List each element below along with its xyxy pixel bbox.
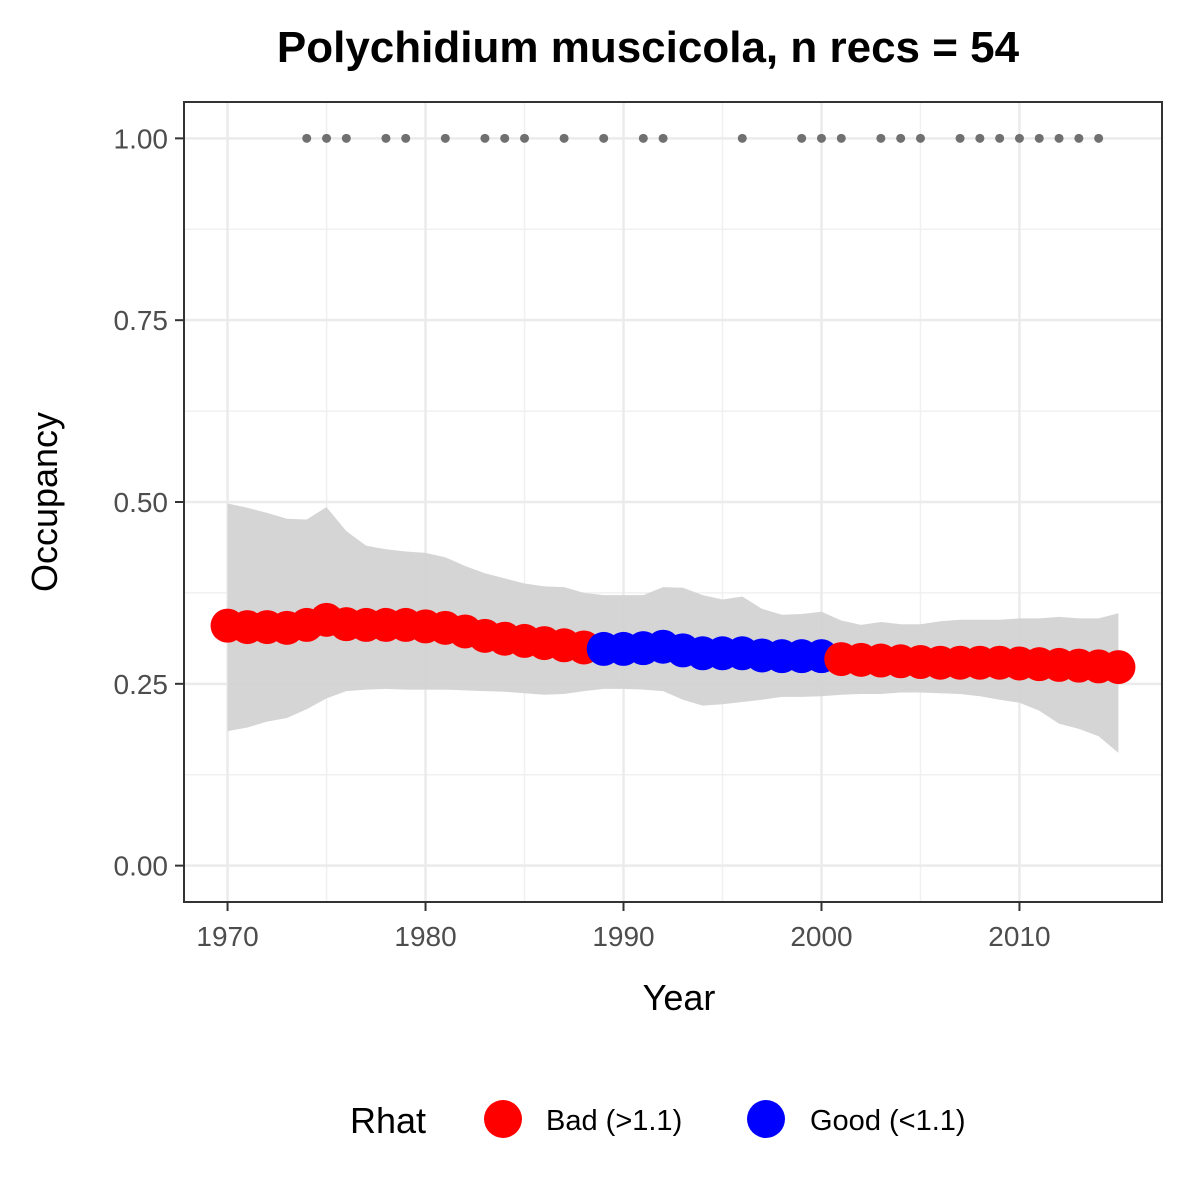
record-point	[341, 133, 351, 143]
legend-label-good: Good (<1.1)	[810, 1105, 966, 1137]
record-point	[1074, 133, 1084, 143]
record-point	[599, 133, 609, 143]
y-tick-label: 1.00	[114, 123, 169, 154]
x-tick-label: 1990	[592, 921, 654, 952]
x-tick-label: 1970	[196, 921, 258, 952]
y-tick-label: 0.50	[114, 487, 169, 518]
legend-swatch-bad	[484, 1100, 522, 1138]
record-point	[955, 133, 965, 143]
y-tick-label: 0.75	[114, 305, 169, 336]
record-point	[1054, 133, 1064, 143]
x-axis-title: Year	[643, 977, 716, 1018]
chart-title: Polychidium muscicola, n recs = 54	[277, 23, 1020, 72]
record-point	[440, 133, 450, 143]
record-point	[1094, 133, 1104, 143]
x-tick-label: 2010	[988, 921, 1050, 952]
axes: 1970 1980 1990 2000 2010 0.00 0.25 0.50 0.75 1.00	[114, 123, 1051, 952]
record-point	[381, 133, 391, 143]
legend-title: Rhat	[350, 1100, 426, 1141]
x-tick-label: 2000	[790, 921, 852, 952]
record-point	[480, 133, 490, 143]
x-tick-label: 1980	[394, 921, 456, 952]
record-point	[975, 133, 985, 143]
record-point	[322, 133, 332, 143]
record-point	[520, 133, 530, 143]
record-point	[995, 133, 1005, 143]
record-point	[737, 133, 747, 143]
record-point	[658, 133, 668, 143]
record-point	[876, 133, 886, 143]
record-point	[302, 133, 312, 143]
legend: Rhat Bad (>1.1) Good (<1.1)	[350, 1100, 966, 1141]
y-tick-label: 0.25	[114, 669, 169, 700]
record-point	[500, 133, 510, 143]
credible-interval-band	[227, 503, 1119, 753]
record-point	[559, 133, 569, 143]
record-point	[896, 133, 906, 143]
y-tick-label: 0.00	[114, 851, 169, 882]
plot-panel	[184, 102, 1162, 902]
legend-label-bad: Bad (>1.1)	[546, 1105, 682, 1137]
record-point	[915, 133, 925, 143]
record-point	[1034, 133, 1044, 143]
record-point	[816, 133, 826, 143]
record-point	[401, 133, 411, 143]
y-axis-title: Occupancy	[24, 412, 65, 592]
legend-swatch-good	[747, 1100, 785, 1138]
record-point	[638, 133, 648, 143]
record-point	[797, 133, 807, 143]
occupancy-point	[1101, 650, 1136, 685]
record-point	[1014, 133, 1024, 143]
record-point	[836, 133, 846, 143]
